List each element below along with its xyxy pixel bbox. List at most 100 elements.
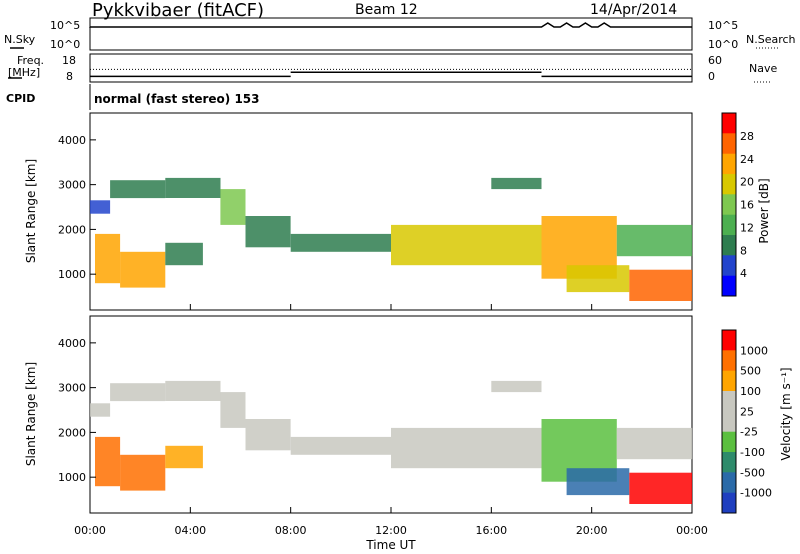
ytick-label-1-2: 2000: [58, 426, 86, 439]
velocity-cells-band-12: [566, 468, 630, 496]
power-cells-band-11: [165, 242, 203, 266]
noise-panel-frame: [89, 17, 693, 51]
power-colorbar: 28 24 20 16 12 8 4: [721, 112, 754, 297]
velocity-cells-band-3: [220, 392, 246, 428]
power-colorbar-swatch-2: [722, 153, 736, 175]
freq-right-tick-bottom: 0: [708, 70, 715, 83]
velocity-ylabel: Slant Range [km]: [24, 362, 38, 466]
power-cells-band-8: [616, 224, 693, 257]
velocity-colorbar-swatch-1: [722, 350, 736, 372]
date-label: 14/Apr/2014: [590, 2, 678, 18]
noise-lines: [89, 22, 692, 28]
power-colorbar-tick-6: 4: [740, 267, 747, 280]
power-colorbar-tick-1: 24: [740, 153, 754, 166]
velocity-colorbar-swatch-5: [722, 431, 736, 453]
noise-left-tick-top: 10^5: [50, 19, 81, 32]
power-cells-band-14: [491, 177, 542, 190]
velocity-colorbar-swatch-3: [722, 391, 736, 412]
x-axis-label: Time UT: [365, 538, 416, 552]
nsky-label: N.Sky: [4, 33, 36, 46]
power-cells-band-5: [290, 233, 391, 252]
velocity-colorbar-label: Velocity [m s⁻¹]: [779, 367, 793, 460]
freq-panel-frame: [89, 53, 693, 83]
power-colorbar-tick-5: 8: [740, 244, 747, 257]
velocity-colorbar-tick-1: 500: [740, 365, 761, 378]
velocity-colorbar-swatch-7: [722, 472, 736, 494]
power-cells-band-4: [245, 216, 291, 248]
power-colorbar-swatch-0: [722, 113, 736, 134]
noise-right-tick-top: 10^5: [708, 19, 739, 32]
velocity-cells-band-5: [290, 436, 391, 455]
velocity-cells-band-13: [629, 472, 692, 504]
power-colorbar-swatch-4: [722, 194, 736, 216]
power-cells-band-1: [110, 180, 166, 199]
freq-left-tick-top: 18: [62, 54, 76, 67]
power-colorbar-tick-0: 28: [740, 130, 754, 143]
freq-left-tick-bottom: 8: [66, 70, 73, 83]
power-colorbar-tick-4: 12: [740, 221, 754, 234]
velocity-cells-band-1: [110, 383, 166, 402]
power-cells-band-3: [220, 189, 246, 225]
power-cells-band-12: [566, 265, 630, 293]
power-colorbar-swatch-8: [722, 275, 736, 297]
freq-unit-label: [MHz]: [8, 66, 41, 79]
velocity-cells: [90, 380, 693, 504]
velocity-cells-band-14: [491, 380, 542, 393]
velocity-colorbar-tick-0: 1000: [740, 344, 768, 357]
xtick-label-2: 08:00: [275, 524, 307, 537]
velocity-cells-band-4: [245, 419, 291, 451]
velocity-cells-band-2: [165, 380, 221, 401]
velocity-colorbar-frame: [721, 329, 737, 514]
power-colorbar-label: Power [dB]: [757, 178, 771, 243]
freq-right-tick-top: 60: [708, 54, 722, 67]
velocity-colorbar-tick-3: 25: [740, 405, 754, 418]
velocity-cells-band-0: [90, 403, 111, 417]
freq-lines: [90, 68, 692, 78]
velocity-colorbar-swatch-0: [722, 330, 736, 351]
velocity-cells-band-10: [120, 454, 166, 491]
ytick-label-0-2: 2000: [58, 223, 86, 236]
xtick-label-5: 20:00: [576, 524, 608, 537]
freq-label: Freq.: [17, 54, 45, 67]
power-colorbar-swatch-1: [722, 133, 736, 155]
velocity-colorbar-swatch-2: [722, 370, 736, 392]
nave-label: Nave: [749, 62, 778, 75]
cpid-value: normal (fast stereo) 153: [94, 92, 260, 106]
power-cells-band-10: [120, 251, 166, 288]
power-colorbar-tick-3: 16: [740, 199, 754, 212]
power-cells: [90, 177, 693, 301]
ytick-label-0-0: 4000: [58, 134, 86, 147]
ytick-label-1-1: 3000: [58, 382, 86, 395]
xtick-label-0: 00:00: [74, 524, 106, 537]
station-title: Pykkvibaer (fitACF): [92, 0, 265, 21]
velocity-colorbar: 1000 500 100 25 -25 -100 -500 -1000: [721, 329, 772, 514]
velocity-cells-band-6: [391, 427, 542, 469]
power-ylabel: Slant Range [km]: [24, 159, 38, 263]
velocity-cells-band-11: [165, 445, 203, 469]
nsky-series: [89, 22, 692, 28]
power-cells-band-13: [629, 269, 692, 301]
velocity-colorbar-swatch-4: [722, 411, 736, 433]
axes: 4000 3000 2000 1000 4000 3000 2000 1000 00:00 04:…: [58, 134, 708, 537]
power-colorbar-swatch-7: [722, 255, 736, 277]
power-colorbar-tick-2: 20: [740, 176, 754, 189]
ytick-label-0-3: 1000: [58, 268, 86, 281]
cpid-label: CPID: [6, 92, 36, 105]
xtick-label-6: 00:00: [676, 524, 708, 537]
velocity-colorbar-swatch-8: [722, 492, 736, 514]
power-cells-band-6: [391, 224, 542, 266]
velocity-cells-band-9: [95, 436, 121, 487]
velocity-colorbar-tick-6: -500: [740, 466, 765, 479]
beam-label: Beam 12: [355, 2, 418, 18]
velocity-cells-band-8: [616, 427, 693, 460]
ytick-label-1-0: 4000: [58, 337, 86, 350]
velocity-colorbar-tick-4: -25: [740, 426, 758, 439]
noise-left-tick-bottom: 10^0: [50, 38, 81, 51]
xtick-label-3: 12:00: [375, 524, 407, 537]
power-cells-band-9: [95, 233, 121, 284]
velocity-colorbar-tick-2: 100: [740, 385, 761, 398]
power-colorbar-frame: [721, 112, 737, 297]
ytick-label-1-3: 1000: [58, 471, 86, 484]
power-cells-band-2: [165, 177, 221, 198]
